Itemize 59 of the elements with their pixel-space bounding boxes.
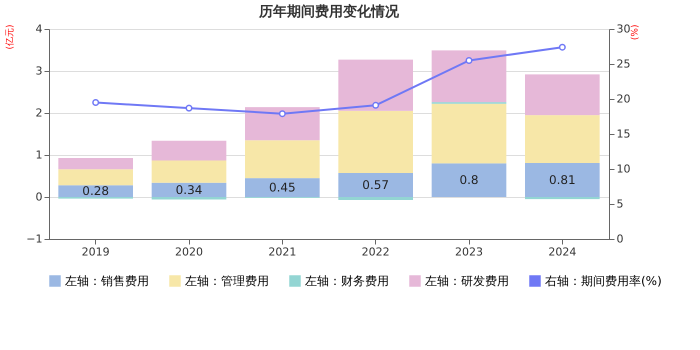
- y-tick-label: 2: [36, 106, 42, 120]
- bar: [432, 104, 506, 164]
- bar: [152, 197, 226, 200]
- chart-title: 历年期间费用变化情况: [258, 3, 400, 20]
- legend-label: 右轴：期间费用率(%): [545, 274, 662, 288]
- y2-tick-label: 15: [616, 128, 630, 140]
- y2-tick-label: 25: [616, 58, 630, 70]
- data-label: 0.57: [362, 178, 390, 192]
- bar: [338, 60, 413, 111]
- x-tick-label: 2019: [82, 246, 110, 258]
- point: [372, 102, 380, 109]
- y-tick-label: 4: [36, 22, 42, 36]
- x-tick-label: 2022: [362, 246, 390, 258]
- x-tick-label: 2024: [548, 246, 576, 258]
- bar: [245, 178, 320, 197]
- data-label: 0.45: [268, 180, 296, 195]
- point: [558, 44, 566, 51]
- bar: [525, 115, 600, 163]
- bar: [338, 110, 413, 174]
- y2-tick-label: 20: [616, 92, 630, 106]
- y-axis-title: (亿元): [4, 24, 16, 50]
- x-tick-label: 2023: [455, 246, 483, 258]
- data-label: 0.28: [82, 184, 110, 198]
- y2-tick-label: 5: [616, 198, 624, 210]
- legend-label: 左轴：研发费用: [425, 274, 509, 288]
- bar: [432, 163, 506, 197]
- bar: [58, 169, 133, 186]
- point: [92, 99, 100, 106]
- x-tick-label: 2020: [175, 246, 203, 258]
- bar: [152, 140, 226, 160]
- bar: [432, 50, 506, 102]
- bar: [525, 162, 600, 197]
- y-tick-label: 3: [36, 64, 42, 78]
- x-tick-label: 2021: [268, 246, 296, 258]
- y2-tick-label: 10: [616, 162, 630, 176]
- y-tick-label: 1: [36, 148, 42, 162]
- bar: [245, 107, 320, 140]
- point: [466, 57, 472, 64]
- bar: [245, 140, 320, 178]
- legend-label: 左轴：销售费用: [65, 274, 149, 288]
- legend-label: 左轴：管理费用: [185, 274, 269, 288]
- bar: [338, 197, 413, 200]
- point: [186, 104, 192, 112]
- point: [278, 110, 286, 118]
- data-label: 0.34: [176, 182, 202, 197]
- y2-tick-label: 30: [616, 22, 630, 36]
- y-tick-label: 0: [36, 190, 42, 204]
- y2-axis-title: (%): [630, 24, 640, 40]
- bar: [152, 160, 226, 183]
- bar: [58, 158, 133, 170]
- data-label: 0.8: [459, 173, 479, 188]
- data-label: 0.81: [548, 172, 576, 187]
- bar: [152, 182, 226, 197]
- bar: [58, 185, 133, 197]
- y2-tick-label: 0: [616, 232, 624, 246]
- legend-label: 左轴：财务费用: [305, 274, 389, 288]
- bar: [338, 173, 413, 197]
- bar: [525, 74, 600, 116]
- y-tick-label: −1: [26, 232, 42, 246]
